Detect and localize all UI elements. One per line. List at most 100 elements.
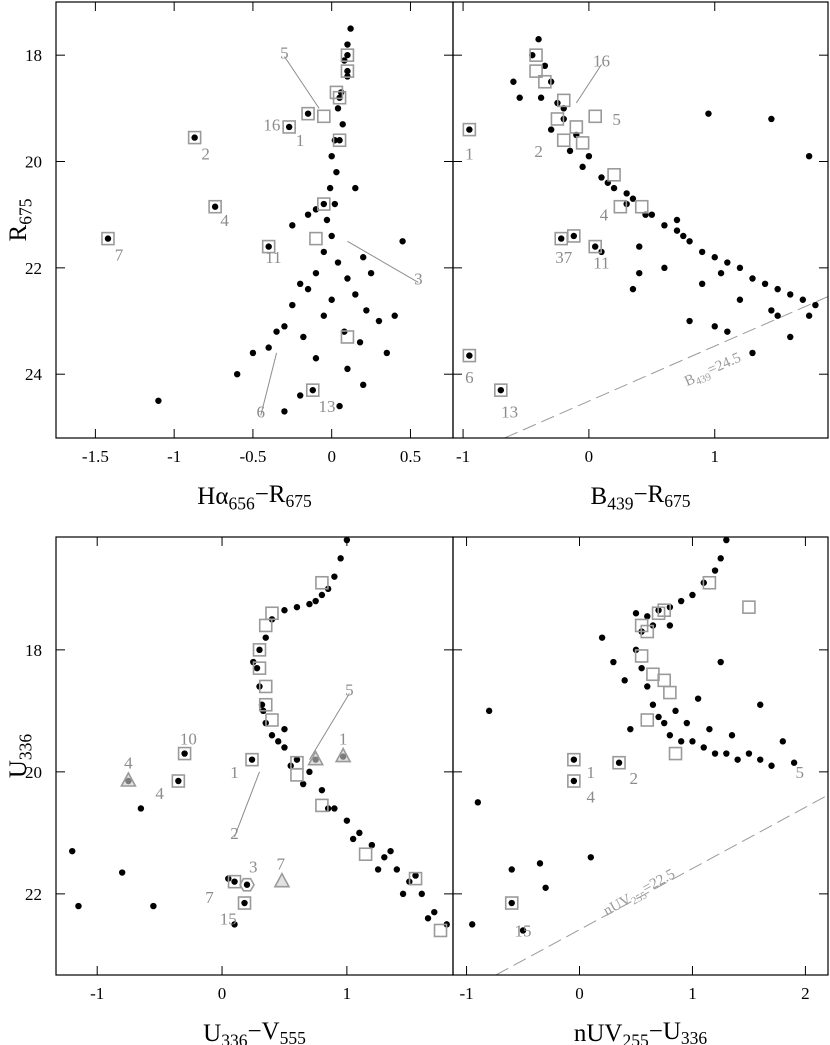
selected-star (550, 112, 565, 126)
star-point (399, 238, 406, 245)
annotation-label: 1 (230, 763, 239, 782)
y-tick-label: 20 (25, 153, 42, 172)
star-point (466, 352, 473, 359)
annotation-label: 1 (296, 131, 305, 150)
star-point (585, 152, 593, 160)
x-tick-label: 0 (585, 447, 594, 466)
star-point (547, 126, 555, 133)
selected-star (567, 229, 581, 243)
selected-star (261, 239, 276, 254)
annotation-label: 2 (230, 824, 239, 843)
star-point (723, 537, 730, 544)
selected-star (329, 85, 344, 100)
star-point (289, 301, 296, 309)
label-part: 555 (280, 1028, 307, 1045)
label-part: 439 (607, 493, 634, 513)
panel-frame (452, 1, 829, 439)
star-point (155, 397, 162, 404)
star-point (632, 610, 640, 617)
star-point (728, 732, 736, 739)
selected-star (340, 64, 355, 78)
star-point (323, 216, 331, 224)
label-part: Hα (197, 483, 228, 510)
y-tick-label: 22 (25, 259, 42, 278)
selected-star (332, 133, 347, 148)
star-point (281, 744, 288, 751)
star-point (661, 264, 668, 272)
star-point (360, 381, 367, 389)
label-part: 675 (285, 491, 312, 511)
star-point (281, 323, 288, 330)
star-point (306, 600, 313, 608)
star-point (336, 402, 343, 410)
star-point (627, 725, 634, 733)
star-point (566, 147, 574, 155)
annotation-label: 3 (249, 857, 258, 876)
star-point (629, 285, 637, 293)
annotation-label: 4 (124, 754, 133, 773)
annotation-connector (309, 693, 350, 760)
star-point (343, 817, 351, 824)
star-point (787, 291, 794, 298)
star-point (336, 137, 343, 144)
star-point (363, 307, 370, 314)
label-part: =22.5 (640, 866, 678, 897)
selected-star (265, 713, 279, 727)
star-point (705, 110, 712, 117)
star-point (285, 123, 293, 131)
selected-star (569, 120, 584, 134)
star-point (281, 408, 288, 415)
star-point (570, 232, 578, 240)
annotation-label: 13 (318, 397, 335, 416)
star-point (328, 296, 335, 303)
selected-star (208, 199, 222, 214)
star-point (337, 555, 344, 562)
star-point (661, 222, 668, 229)
star-point (745, 750, 753, 757)
panel-frame (55, 1, 454, 439)
annotation-connector (284, 56, 320, 109)
selected-star (245, 752, 259, 767)
y-axis-label: R675 (5, 198, 35, 241)
selected-star (433, 923, 448, 938)
star-point (711, 750, 719, 757)
star-point (381, 854, 388, 861)
annotation-label: 15 (515, 921, 532, 940)
star-point (344, 41, 351, 48)
star-point (331, 200, 339, 208)
plot-area (101, 25, 419, 416)
star-point (686, 317, 693, 325)
selected-star (613, 199, 628, 214)
star-point (211, 203, 219, 210)
star-point (666, 732, 674, 739)
star-point (300, 333, 307, 341)
selected-star (657, 673, 672, 688)
star-point (724, 328, 731, 335)
annotation-label: 4 (155, 784, 164, 803)
star-point (367, 269, 375, 277)
triangle-star (307, 749, 325, 766)
selected-star (315, 798, 329, 813)
triangle-star (334, 746, 352, 763)
label-part: −V (247, 1018, 279, 1045)
star-point (241, 899, 248, 907)
star-point (615, 759, 623, 766)
star-point (399, 890, 407, 898)
star-point (638, 664, 645, 672)
star-point (673, 227, 681, 234)
plot-area (469, 537, 828, 975)
star-point (579, 163, 586, 171)
star-point (644, 683, 651, 690)
annotation-label: 5 (796, 763, 805, 782)
label-part: 675 (15, 198, 35, 225)
star-point (344, 365, 351, 373)
star-point (711, 323, 718, 330)
x-tick-label: 0 (218, 984, 227, 1003)
star-point (281, 607, 288, 614)
selected-star (315, 575, 329, 590)
label-part: 336 (221, 1030, 248, 1045)
selected-star (567, 752, 581, 767)
label-part: 336 (681, 1028, 708, 1045)
